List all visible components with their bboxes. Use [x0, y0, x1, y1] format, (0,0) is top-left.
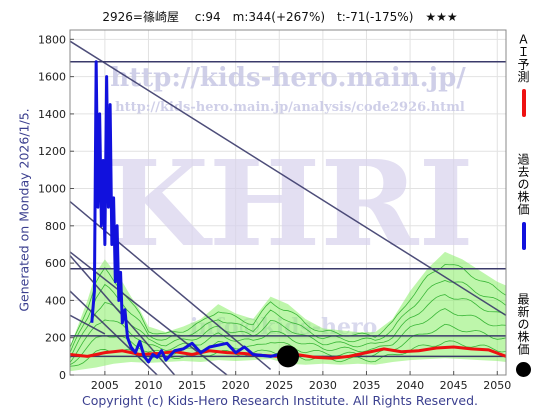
x-tick-label: 2025 — [265, 379, 293, 392]
band-line — [70, 280, 506, 353]
legend-ai-forecast: ＡＩ予測 — [515, 28, 532, 117]
forecast-band-lines — [70, 264, 506, 367]
x-tick-label: 2030 — [309, 379, 337, 392]
past-price-series-line — [90, 60, 280, 364]
y-tick-label: 600 — [45, 257, 66, 270]
trend-line — [70, 290, 158, 375]
band-line — [70, 294, 506, 359]
legend-past-price-label: 過去の株価 — [516, 153, 530, 216]
y-tick-label: 0 — [59, 369, 66, 382]
trend-line — [70, 251, 228, 375]
legend-ai-forecast-label: ＡＩ予測 — [516, 33, 530, 83]
trend-line — [70, 40, 506, 316]
band-line — [70, 264, 506, 348]
axis-ticks: 2005 2010 2015 2020 2025 2030 2035 2040 2045 2050… — [38, 33, 511, 392]
x-tick-label: 2040 — [396, 379, 424, 392]
legend-ai-forecast-swatch — [521, 89, 526, 117]
watermark-url: http://kids-hero.main.jp/ — [110, 63, 466, 93]
legend-past-price-swatch — [521, 221, 526, 250]
x-tick-label: 2015 — [178, 379, 206, 392]
y-tick-label: 400 — [45, 294, 66, 307]
watermark-url-analysis: http://kids-hero.main.jp/analysis/code29… — [115, 100, 465, 115]
chart-title: 2926=篠崎屋 c:94 m:344(+267%) t:-71(-175%) … — [102, 10, 458, 24]
legend-past-price: 過去の株価 — [515, 148, 532, 250]
y-tick-label: 800 — [45, 220, 66, 233]
x-tick-label: 2035 — [352, 379, 380, 392]
generated-date-label: Generated on Monday 2026/1/5. — [16, 108, 32, 312]
watermark-logo: KHRI — [106, 134, 473, 273]
x-tick-label: 2010 — [134, 379, 162, 392]
y-tick-label: 1400 — [38, 108, 66, 121]
y-tick-label: 1000 — [38, 183, 66, 196]
x-tick-label: 2050 — [483, 379, 511, 392]
trend-line — [70, 314, 106, 335]
x-tick-label: 2020 — [222, 379, 250, 392]
latest-price-marker — [277, 345, 299, 368]
band-line — [70, 308, 506, 363]
y-tick-label: 1200 — [38, 145, 66, 158]
legend-latest-price-label: 最新の株価 — [516, 293, 530, 356]
y-tick-label: 1600 — [38, 71, 66, 84]
x-tick-label: 2045 — [440, 379, 468, 392]
x-tick-label: 2005 — [91, 379, 119, 392]
plot-frame — [69, 29, 507, 376]
legend-latest-price-swatch — [516, 361, 531, 377]
copyright-footer: Copyright (c) Kids-Hero Research Institu… — [81, 393, 479, 408]
y-tick-label: 200 — [45, 332, 66, 345]
legend-latest-price: 最新の株価 — [515, 288, 532, 377]
y-tick-label: 1800 — [38, 33, 66, 46]
